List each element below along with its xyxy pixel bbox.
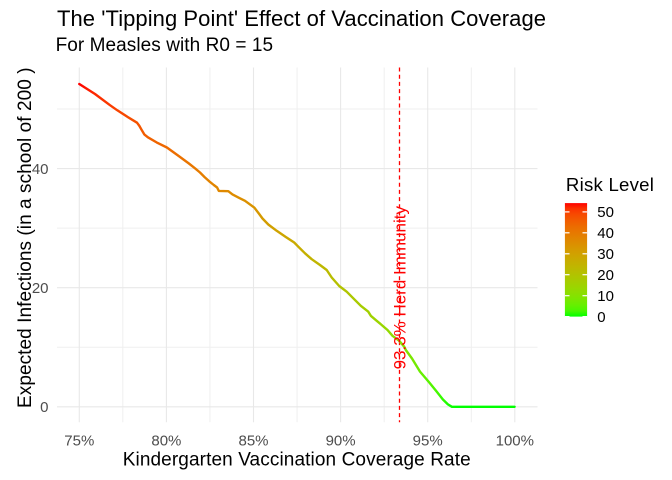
svg-text:The 'Tipping Point' Effect of: The 'Tipping Point' Effect of Vaccinatio… <box>57 6 546 31</box>
svg-text:40: 40 <box>597 225 614 242</box>
svg-text:50: 50 <box>597 204 614 221</box>
svg-text:90%: 90% <box>326 432 356 449</box>
svg-text:85%: 85% <box>238 432 268 449</box>
svg-text:75%: 75% <box>64 432 94 449</box>
svg-text:0: 0 <box>40 399 48 416</box>
svg-text:80%: 80% <box>151 432 181 449</box>
svg-text:10: 10 <box>597 288 614 305</box>
svg-text:0: 0 <box>597 309 605 326</box>
svg-text:30: 30 <box>597 246 614 263</box>
svg-text:20: 20 <box>597 267 614 284</box>
svg-text:100%: 100% <box>496 432 534 449</box>
svg-text:Risk Level: Risk Level <box>566 174 654 195</box>
svg-text:Kindergarten Vaccination Cover: Kindergarten Vaccination Coverage Rate <box>123 450 471 471</box>
svg-text:For Measles with R0 = 15: For Measles with R0 = 15 <box>56 35 274 56</box>
svg-text:93.3% Herd Immunity: 93.3% Herd Immunity <box>391 205 410 369</box>
svg-text:Expected Infections (in a scho: Expected Infections (in a school of 200 … <box>15 67 36 408</box>
svg-text:40: 40 <box>32 161 49 178</box>
svg-text:20: 20 <box>32 280 49 297</box>
svg-text:95%: 95% <box>413 432 443 449</box>
